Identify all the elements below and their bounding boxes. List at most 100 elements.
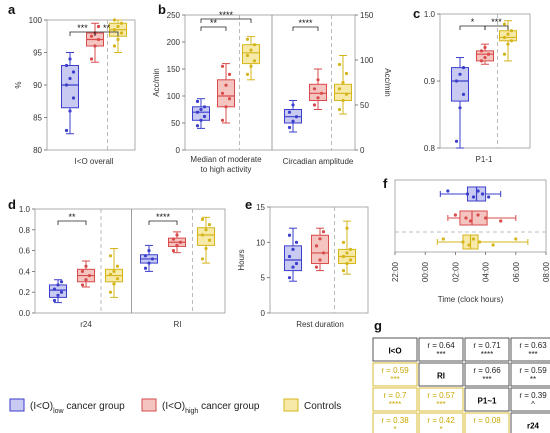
data-point-low [64,83,69,87]
data-point-low [487,195,491,199]
category-label-a: I<O overall [75,157,114,166]
data-point-ctrl [252,59,257,63]
data-point-low [458,72,462,76]
matrix-significance: **** [389,400,401,409]
data-point-ctrl [207,238,212,242]
panel-letter-e: e [245,197,252,212]
significance-bracket-d [57,220,87,225]
ytick-label-b: 50 [171,119,180,128]
matrix-r-value: r = 0.64 [427,341,455,350]
category-label-c: P1-1 [476,155,493,164]
panel-letter-c: c [413,6,420,21]
data-point-ctrl [477,240,482,244]
ytick-label-d: 0.2 [19,288,31,297]
data-point-ctrl [341,269,346,273]
category-label-b: Circadian amplitude [283,157,354,166]
data-point-high [484,216,488,220]
data-point-ctrl [108,254,113,258]
data-point-ctrl [514,237,518,241]
data-point-low [59,290,64,294]
data-point-ctrl [341,240,346,244]
ytick-right-label: 100 [360,56,374,65]
ytick-label-c: 1.0 [424,10,436,19]
data-point-ctrl [115,264,120,268]
matrix-significance: *** [528,350,537,359]
data-point-high [224,105,228,109]
significance-label-b: **** [298,18,313,28]
data-point-low [199,107,203,112]
data-point-ctrl [108,272,113,277]
data-point-ctrl [337,62,342,67]
data-point-low [199,118,203,122]
data-point-high [80,269,85,273]
category-label-d: RI [174,320,182,329]
category-label-d: r24 [80,320,92,329]
matrix-r-value: r = 0.39 [519,391,547,400]
matrix-cell [510,362,550,387]
data-point-high [80,283,85,287]
ytick-right-label: 50 [360,101,369,110]
significance-bracket-b [200,26,227,31]
legend-swatch-high [141,398,157,412]
ytick-label-b: 250 [167,11,181,20]
data-point-low [476,189,480,193]
data-point-high [89,34,94,38]
data-point-high [499,219,503,223]
data-point-high [316,78,320,82]
plot-area-b [184,14,356,151]
ytick-label-d: 0.8 [19,226,31,235]
data-point-high [175,233,179,237]
data-point-low [454,139,459,143]
data-point-high [479,49,484,53]
data-point-ctrl [441,237,445,241]
data-point-high [312,87,317,91]
data-point-ctrl [502,52,507,56]
data-point-ctrl [112,44,117,48]
matrix-cell [418,362,464,387]
data-point-low [68,57,72,61]
significance-bracket-a [94,31,119,36]
matrix-cell [510,337,550,362]
data-point-ctrl [491,243,495,247]
matrix-significance: *** [436,400,445,409]
data-point-high [312,103,317,107]
data-point-low [291,265,295,269]
data-point-low [143,254,148,258]
significance-label-a: *** [77,23,88,33]
data-point-high [171,237,176,241]
data-point-ctrl [252,43,257,47]
legend-label-high: (I<O)high cancer group [162,401,260,415]
matrix-r-value: r = 0.59 [519,366,547,375]
data-point-low [458,106,462,110]
data-point-high [319,91,324,95]
matrix-cell [464,387,510,412]
matrix-significance: * [439,425,442,433]
data-point-ctrl [112,282,116,286]
data-point-ctrl [245,37,250,41]
plot-area-e [269,206,369,314]
box-high [311,234,329,265]
ylabel-e: Hours [237,249,246,270]
data-point-low [195,99,200,103]
matrix-cell [372,362,418,387]
ytick-label-a: 95 [33,49,42,58]
panel-letter-f: f [383,176,388,191]
box-ctrl [499,30,517,42]
data-point-ctrl [341,98,345,103]
data-point-low [471,195,476,199]
data-point-high [171,249,176,253]
ytick-label-c: 0.8 [424,144,436,153]
xtick-label-f: 22:00 [391,261,400,282]
matrix-r-value: r = 0.08 [473,416,501,425]
ytick-label-a: 100 [29,16,43,25]
data-point-high [175,243,179,247]
ylabel-right: Acc/min [383,68,392,96]
significance-label-b: **** [219,10,234,20]
data-point-ctrl [112,18,117,22]
matrix-r-value: r = 0.7 [384,391,407,400]
data-point-high [178,240,183,244]
matrix-cell [510,412,550,433]
data-point-high [89,57,94,61]
data-point-low [64,63,69,68]
